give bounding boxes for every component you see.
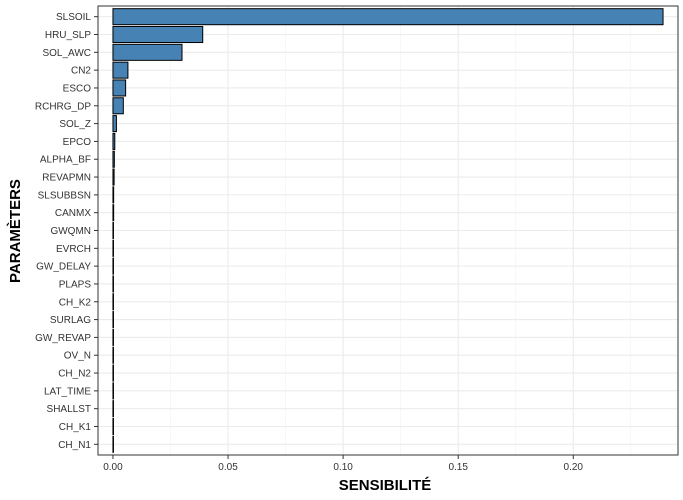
y-tick-label: PLAPS [59, 279, 92, 290]
y-axis-ticks: SLSOIL HRU_SLP SOL_AWC CN2 ESCO RCHRG_DP SOL_Z… [35, 12, 98, 451]
y-tick-label: GWQMN [50, 226, 91, 237]
bar [112, 293, 114, 311]
bar [112, 43, 183, 61]
bar [112, 257, 114, 275]
y-tick-label: REVAPMN [42, 173, 91, 184]
bar [112, 150, 115, 168]
x-tick-label: 0.20 [564, 462, 584, 473]
bar [112, 204, 115, 222]
y-tick-label: SOL_AWC [42, 48, 91, 59]
x-axis-title: SENSIBILITÉ [339, 477, 432, 494]
y-tick-label: GW_REVAP [35, 333, 91, 344]
x-tick-label: 0.00 [103, 462, 123, 473]
y-tick-label: RCHRG_DP [35, 101, 91, 112]
y-tick-label: EVRCH [56, 244, 91, 255]
bar [112, 221, 114, 240]
x-axis-ticks: 0.00 0.05 0.10 0.15 0.20 [103, 455, 583, 473]
bar [112, 328, 114, 346]
bar [112, 311, 114, 329]
x-tick-label: 0.10 [333, 462, 353, 473]
y-tick-label: SLSOIL [56, 12, 91, 23]
x-tick-label: 0.15 [448, 462, 468, 473]
x-tick-label: 0.05 [218, 462, 238, 473]
y-tick-label: ESCO [63, 83, 92, 94]
y-tick-label: SOL_Z [59, 119, 91, 130]
y-tick-label: CH_N1 [58, 440, 91, 451]
bar [112, 79, 127, 97]
bar [112, 417, 114, 436]
bar [112, 186, 115, 204]
bar [112, 25, 204, 44]
y-tick-label: HRU_SLP [45, 30, 91, 41]
y-tick-label: GW_DELAY [36, 262, 91, 273]
bar [112, 400, 114, 418]
bar [112, 346, 114, 364]
bar [112, 61, 129, 79]
bars-group [112, 8, 664, 453]
y-tick-label: LAT_TIME [44, 386, 91, 397]
y-tick-label: EPCO [63, 137, 92, 148]
y-tick-label: CH_N2 [58, 369, 91, 380]
bar [112, 97, 124, 115]
bar [112, 132, 116, 150]
y-tick-label: SURLAG [50, 315, 91, 326]
y-tick-label: ALPHA_BF [40, 155, 91, 166]
y-tick-label: CH_K1 [59, 422, 92, 433]
bar [112, 239, 114, 257]
y-tick-label: OV_N [64, 351, 91, 362]
bar [112, 382, 114, 400]
y-tick-label: CH_K2 [59, 297, 92, 308]
bar [112, 275, 114, 293]
bar [112, 435, 114, 453]
y-axis-title: PARAMÈTERS [7, 179, 24, 283]
y-tick-label: CANMX [55, 208, 91, 219]
bar [112, 168, 115, 186]
y-tick-label: CN2 [71, 66, 91, 77]
bar [112, 8, 664, 26]
bar [112, 364, 114, 382]
y-tick-label: SHALLST [47, 404, 91, 415]
y-tick-label: SLSUBBSN [38, 190, 91, 201]
bar [112, 115, 117, 133]
